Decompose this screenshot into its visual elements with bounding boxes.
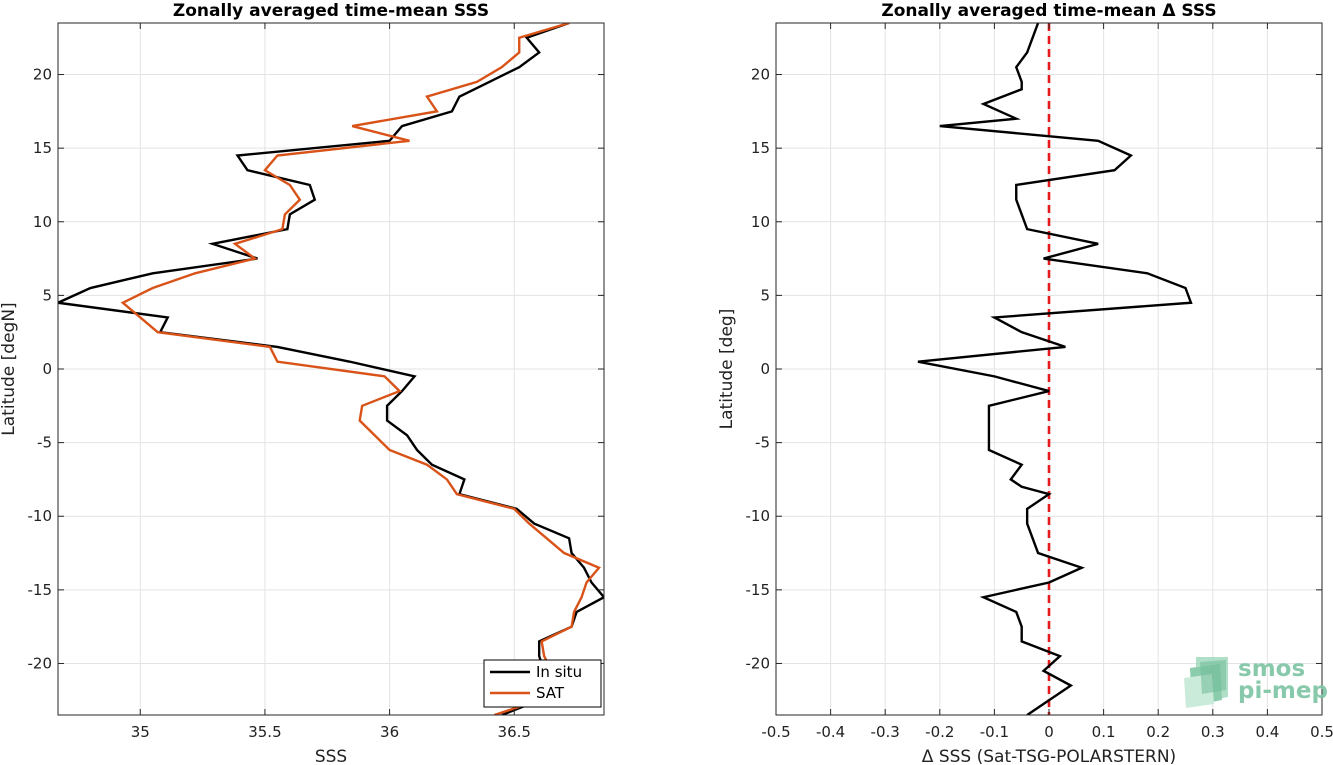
legend-box [483, 659, 602, 708]
logo-text-smos: smos [1238, 656, 1305, 682]
y-axis-label: Latitude [degN] [0, 302, 19, 435]
x-tick-label: -0.1 [980, 723, 1009, 741]
left-plot-sss: 35 35.5 36 36.5 -20 -15 -10 -5 0 5 10 15 20 Zonally a… [0, 1, 605, 765]
y-tick-label: 10 [751, 213, 770, 231]
x-tick-label: 35.5 [248, 723, 281, 741]
y-tick-label: 10 [33, 213, 52, 231]
y-tick-label: 15 [33, 139, 52, 157]
y-tick-label: 0 [42, 360, 52, 378]
legend-insitu-label: In situ [536, 663, 582, 681]
x-axis-label: SSS [315, 747, 347, 765]
x-tick-label: 0.3 [1201, 723, 1225, 741]
y-tick-label: 15 [751, 139, 770, 157]
chart-title: Zonally averaged time-mean Δ SSS [881, 1, 1216, 21]
x-tick-label: -0.5 [761, 723, 790, 741]
y-tick-label: 20 [751, 66, 770, 84]
series-line-delta [917, 23, 1193, 715]
x-tick-label: 36 [380, 723, 399, 741]
logo-emblem-icon [1184, 657, 1228, 708]
y-tick-label: -20 [28, 654, 53, 672]
x-tick-label: 0.4 [1255, 723, 1279, 741]
x-tick-label: -0.4 [816, 723, 845, 741]
x-tick-label: -0.3 [871, 723, 900, 741]
y-tick-label: -20 [746, 654, 771, 672]
series-line-in-situ [58, 23, 604, 715]
y-tick-label: -15 [746, 581, 771, 599]
y-tick-label: -10 [28, 507, 53, 525]
legend-sat-label: SAT [536, 684, 565, 702]
y-tick-label: 5 [760, 286, 770, 304]
x-tick-label: -0.2 [925, 723, 954, 741]
y-tick-label: -5 [37, 434, 52, 452]
x-axis-label: Δ SSS (Sat-TSG-POLARSTERN) [922, 747, 1176, 765]
y-tick-label: -15 [28, 581, 53, 599]
y-tick-label: -5 [755, 434, 770, 452]
logo-text-pimep: pi-mep [1238, 678, 1328, 704]
x-tick-label: 35 [131, 723, 150, 741]
smos-pimep-logo: smos pi-mep [1184, 656, 1328, 708]
legend: In situ SAT [483, 659, 602, 708]
right-plot-delta-sss: -0.5 -0.4 -0.3 -0.2 -0.1 0 0.1 0.2 0.3 0.4 0.5 -20 -… [717, 1, 1333, 765]
x-tick-label: 36.5 [498, 723, 531, 741]
y-tick-label: -10 [746, 507, 771, 525]
y-tick-label: 0 [760, 360, 770, 378]
x-tick-label: 0.2 [1146, 723, 1170, 741]
y-tick-label: 20 [33, 66, 52, 84]
x-tick-label: 0.5 [1310, 723, 1333, 741]
x-tick-label: 0 [1044, 723, 1054, 741]
series-line-sat [120, 23, 601, 715]
chart-title: Zonally averaged time-mean SSS [173, 1, 489, 21]
y-tick-label: 5 [42, 286, 52, 304]
x-tick-label: 0.1 [1092, 723, 1116, 741]
y-axis-label: Latitude [deg] [717, 309, 737, 430]
